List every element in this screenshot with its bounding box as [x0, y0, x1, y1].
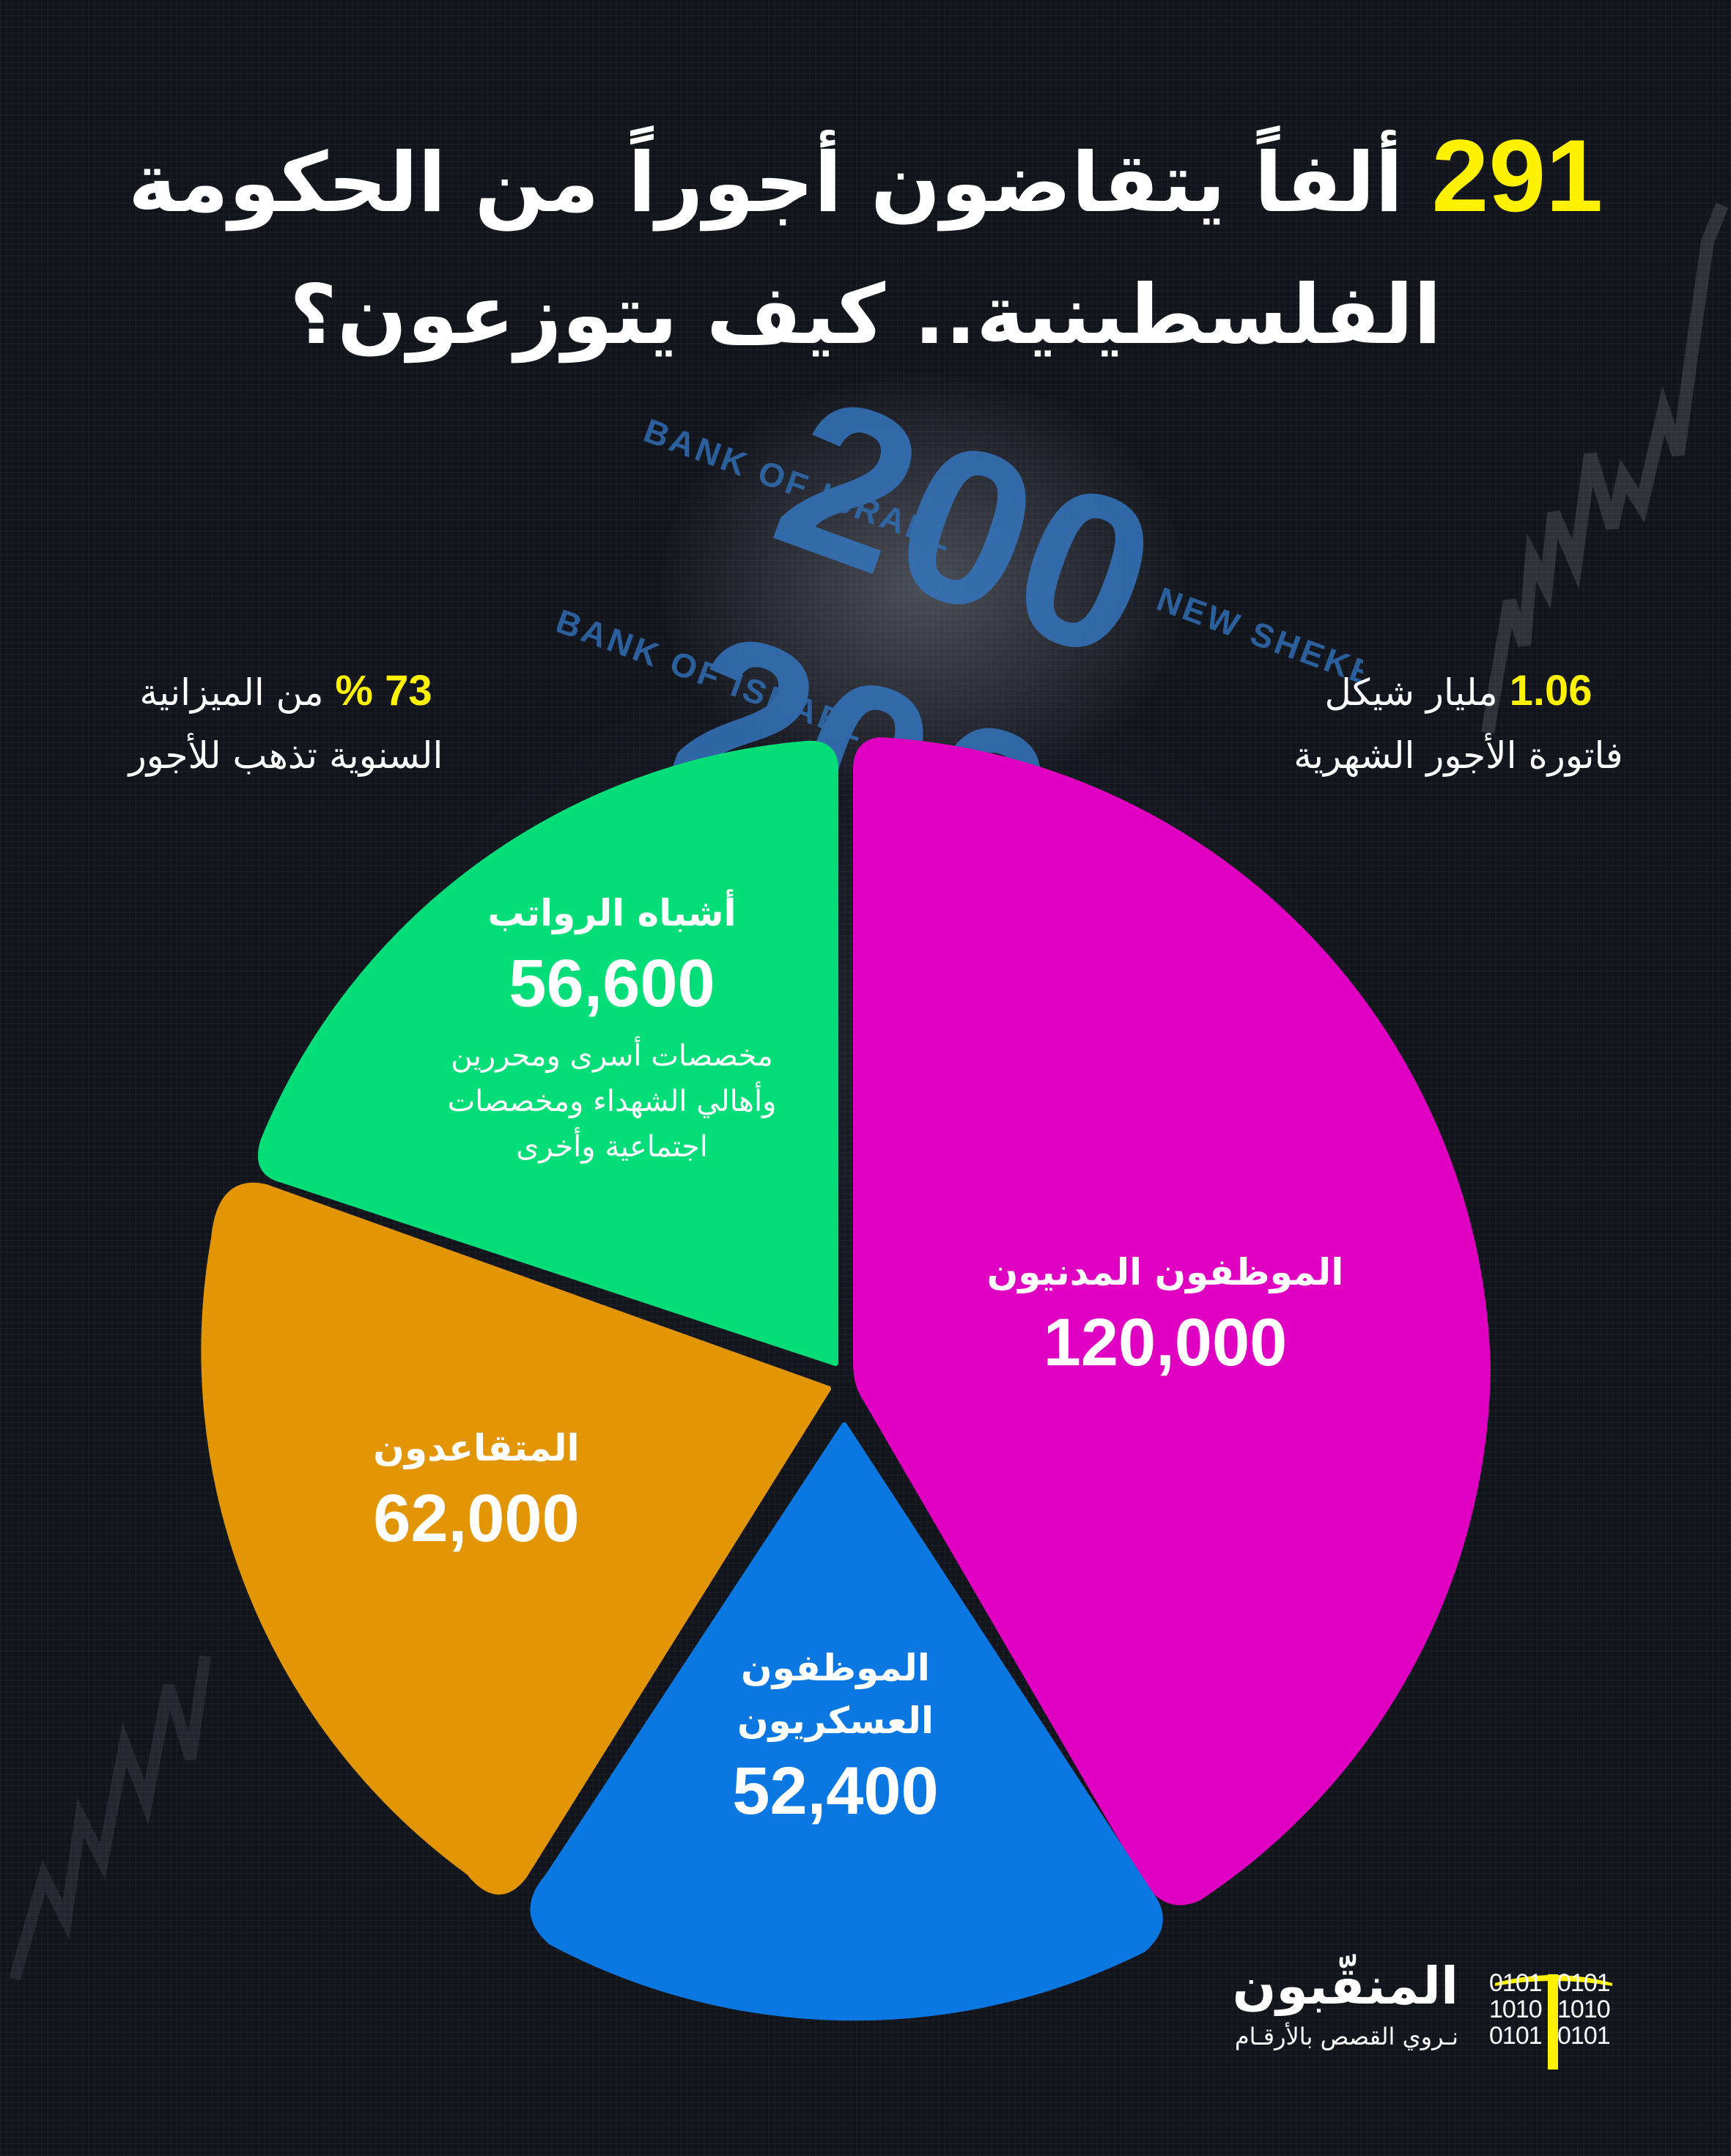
- title-line-1-text: ألفاً يتقاضون أجوراً من الحكومة: [128, 136, 1403, 231]
- slice-name-military-2: العسكريون: [737, 1699, 934, 1742]
- stat-budget-highlight: 73 %: [335, 667, 432, 715]
- title-line-2: الفلسطينية.. كيف يتوزعون؟: [289, 267, 1442, 363]
- brand-logo: المنقّبون نـروي القصص بالأرقـام 0101 101…: [1187, 1949, 1612, 2070]
- pie-slice-retired[interactable]: [201, 1182, 831, 1895]
- page-title: 291 ألفاً يتقاضون أجوراً من الحكومة الفل…: [88, 110, 1643, 381]
- slice-value-civil: 120,000: [1043, 1305, 1288, 1380]
- slice-name-civil: الموظفون المدنيون: [986, 1251, 1344, 1293]
- slice-value-military: 52,400: [732, 1754, 939, 1828]
- stat-bill-line-1: مليار شيكل: [1324, 671, 1498, 714]
- binary-left-row-3: 0101: [1489, 2022, 1543, 2050]
- binary-left: 0101 1010 0101: [1489, 1969, 1543, 2050]
- brand-tagline: نـروي القصص بالأرقـام: [1234, 2023, 1458, 2050]
- slice-value-retired: 62,000: [373, 1481, 580, 1556]
- stat-budget-line-2: السنوية تذهب للأجور: [128, 734, 443, 777]
- pie-slice-civil[interactable]: [853, 737, 1491, 1905]
- stat-budget-share: 73 % من الميزانية السنوية تذهب للأجور: [73, 660, 498, 787]
- stat-bill-line-2: فاتورة الأجور الشهرية: [1293, 734, 1623, 777]
- pie-slice-quasi[interactable]: [258, 740, 838, 1366]
- binary-right: 0101 1010 0101: [1557, 1969, 1611, 2050]
- pickaxe-icon: [1495, 1974, 1612, 2070]
- slice-value-quasi: 56,600: [509, 946, 715, 1021]
- slice-desc-quasi-2: وأهالي الشهداء ومخصصات: [447, 1085, 777, 1118]
- slice-name-retired: المتقاعدون: [373, 1427, 580, 1469]
- title-highlight-number: 291: [1431, 118, 1603, 233]
- slice-name-quasi: أشباه الرواتب: [487, 892, 737, 934]
- stat-budget-line-1: من الميزانية: [139, 671, 324, 714]
- slice-label-military: الموظفون العسكريون 52,400: [682, 1642, 989, 1835]
- slice-label-retired: المتقاعدون 62,000: [308, 1422, 645, 1562]
- slice-label-civil: الموظفون المدنيون 120,000: [953, 1246, 1378, 1387]
- slice-desc-quasi-3: اجتماعية وأخرى: [516, 1130, 708, 1164]
- pie-slice-military[interactable]: [530, 1422, 1163, 2021]
- binary-right-row-1: 0101: [1557, 1969, 1611, 1997]
- binary-right-row-3: 0101: [1557, 2022, 1611, 2050]
- brand-name: المنقّبون: [1232, 1956, 1458, 2016]
- stat-bill-highlight: 1.06: [1509, 667, 1592, 715]
- slice-desc-quasi-1: مخصصات أسرى ومحررين: [451, 1039, 773, 1073]
- binary-left-row-1: 0101: [1489, 1969, 1543, 1997]
- binary-right-row-2: 1010: [1557, 1996, 1611, 2023]
- binary-left-row-2: 1010: [1489, 1996, 1543, 2023]
- stat-monthly-bill: 1.06 مليار شيكل فاتورة الأجور الشهرية: [1246, 660, 1671, 787]
- slice-name-military-1: الموظفون: [741, 1647, 930, 1689]
- slice-label-quasi: أشباه الرواتب 56,600 مخصصات أسرى ومحررين…: [396, 887, 828, 1170]
- title-line-1: 291 ألفاً يتقاضون أجوراً من الحكومة: [88, 110, 1643, 249]
